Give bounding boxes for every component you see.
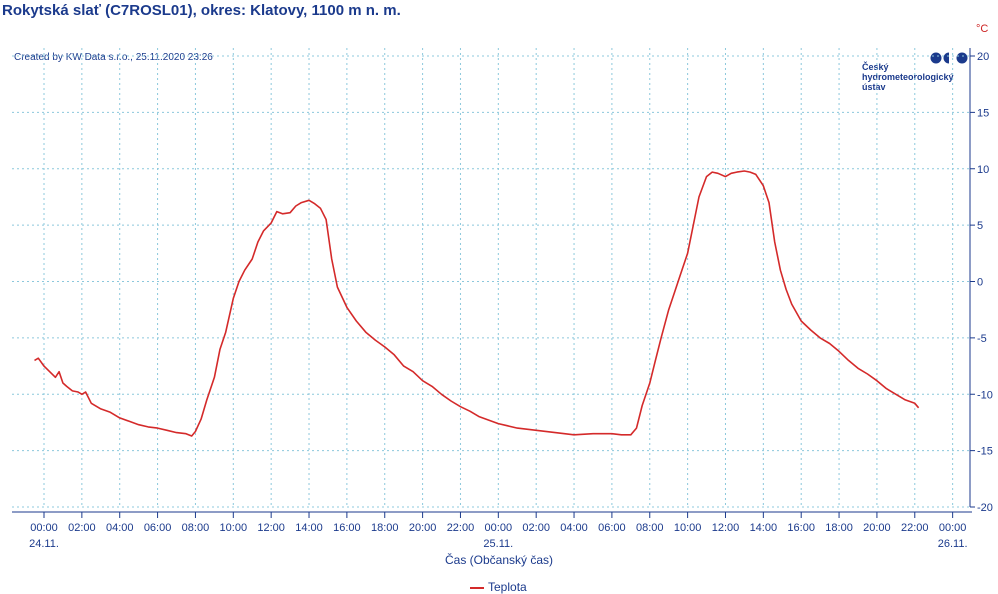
axes xyxy=(12,48,975,518)
x-date-label: 25.11. xyxy=(483,538,513,550)
x-tick-label: 18:00 xyxy=(825,522,853,534)
x-date-label: 24.11. xyxy=(29,538,59,550)
y-tick-label: 15 xyxy=(977,107,989,119)
x-tick-label: 02:00 xyxy=(522,522,550,534)
x-tick-label: 04:00 xyxy=(106,522,134,534)
y-axis-unit: °C xyxy=(976,23,989,35)
x-tick-label: 10:00 xyxy=(674,522,702,534)
x-tick-label: 14:00 xyxy=(750,522,778,534)
x-date-label: 26.11. xyxy=(938,538,968,550)
x-tick-label: 00:00 xyxy=(485,522,513,534)
x-tick-label: 16:00 xyxy=(333,522,361,534)
chmu-logo: Český hydrometeorologický ústav xyxy=(862,52,968,92)
legend-label-teplota: Teplota xyxy=(488,580,527,594)
x-tick-label: 18:00 xyxy=(371,522,399,534)
x-tick-label: 02:00 xyxy=(68,522,96,534)
x-tick-label: 16:00 xyxy=(787,522,815,534)
x-tick-label: 20:00 xyxy=(409,522,437,534)
x-tick-label: 04:00 xyxy=(560,522,588,534)
y-tick-label: -20 xyxy=(977,502,993,514)
y-tick-label: -5 xyxy=(977,333,987,345)
x-tick-label: 22:00 xyxy=(901,522,929,534)
legend-swatch-teplota xyxy=(470,586,484,589)
x-tick-label: 14:00 xyxy=(295,522,323,534)
x-tick-label: 06:00 xyxy=(598,522,626,534)
logo-line-3: ústav xyxy=(862,82,886,92)
x-tick-label: 12:00 xyxy=(712,522,740,534)
x-axis-title: Čas (Občanský čas) xyxy=(444,553,554,567)
y-tick-label: 20 xyxy=(977,51,989,63)
x-tick-label: 00:00 xyxy=(30,522,58,534)
x-tick-label: 12:00 xyxy=(257,522,285,534)
x-tick-label: 22:00 xyxy=(447,522,475,534)
x-tick-label: 08:00 xyxy=(182,522,210,534)
credit-line: Created by KW Data s.r.o., 25.11.2020 23… xyxy=(14,52,213,63)
y-tick-label: 5 xyxy=(977,220,983,232)
series-line-teplota xyxy=(34,170,920,437)
tick-labels: 20 15 10 5 0 -5 -10 -15 -20 00:00 02:00 04:00 06:00 0… xyxy=(29,51,993,550)
x-tick-label: 06:00 xyxy=(144,522,172,534)
y-tick-label: -15 xyxy=(977,446,993,458)
series-layer xyxy=(34,170,920,437)
chart-title: Rokytská slať (C7ROSL01), okres: Klatovy… xyxy=(2,2,401,19)
logo-line-1: Český xyxy=(862,62,889,72)
logo-line-2: hydrometeorologický xyxy=(862,72,954,82)
grid-lines xyxy=(12,48,970,508)
logo-mark-icon xyxy=(930,52,968,64)
x-tick-label: 08:00 xyxy=(636,522,664,534)
x-tick-label: 00:00 xyxy=(939,522,967,534)
x-tick-label: 10:00 xyxy=(220,522,248,534)
y-tick-label: -10 xyxy=(977,389,993,401)
legend: Teplota xyxy=(470,580,527,594)
x-tick-label: 20:00 xyxy=(863,522,891,534)
y-tick-label: 10 xyxy=(977,164,989,176)
y-tick-label: 0 xyxy=(977,277,983,289)
